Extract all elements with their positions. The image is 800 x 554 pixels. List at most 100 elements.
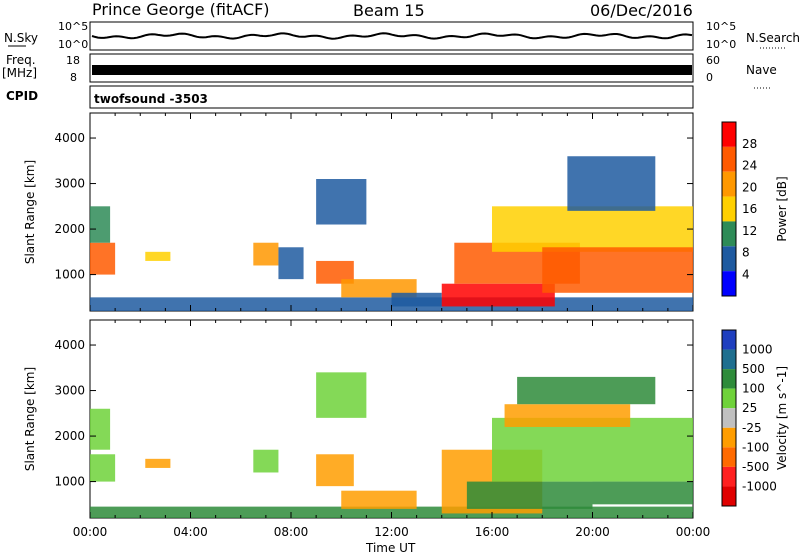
nsky-label: N.Sky bbox=[4, 31, 38, 45]
y-tick-label: 4000 bbox=[54, 131, 85, 145]
y-tick-label: 4000 bbox=[54, 338, 85, 352]
y-tick-label: 1000 bbox=[54, 268, 85, 282]
x-axis-label: Time UT bbox=[365, 541, 416, 554]
colorbar-tick-label: 20 bbox=[742, 180, 757, 194]
y-axis-label: Slant Range [km] bbox=[23, 160, 37, 264]
freq-unit-label: [MHz] bbox=[2, 66, 37, 80]
data-cell bbox=[341, 490, 417, 509]
colorbar-swatch bbox=[722, 122, 736, 147]
x-tick-label: 20:00 bbox=[575, 525, 610, 539]
cpid-label: CPID bbox=[6, 89, 38, 103]
freq-strip-frame bbox=[89, 53, 694, 83]
colorbar-tick-label: -25 bbox=[742, 421, 762, 435]
y-tick-label: 1000 bbox=[54, 475, 85, 489]
data-cell bbox=[145, 251, 171, 261]
data-cell bbox=[504, 404, 631, 427]
colorbar-tick-label: -100 bbox=[742, 440, 769, 454]
data-cell bbox=[517, 376, 656, 405]
colorbar-tick-label: 4 bbox=[742, 267, 750, 281]
colorbar-swatch bbox=[722, 388, 736, 409]
colorbar-swatch bbox=[722, 427, 736, 448]
colorbar-frame bbox=[721, 121, 737, 297]
velocity-colorbar: 1000 500 100 25 -25 -100 -500 -1000 Velocity [m … bbox=[721, 329, 789, 507]
colorbar-swatch bbox=[722, 369, 736, 389]
colorbar-label: Velocity [m s^-1] bbox=[775, 366, 789, 470]
colorbar-swatch bbox=[722, 171, 736, 197]
colorbar-tick-label: 100 bbox=[742, 382, 765, 396]
colorbar-label: Power [dB] bbox=[775, 176, 789, 241]
x-tick-label: 00:00 bbox=[73, 525, 108, 539]
beam-title: Beam 15 bbox=[353, 1, 425, 20]
data-cell bbox=[316, 260, 354, 284]
data-cell bbox=[441, 283, 555, 307]
data-cell bbox=[145, 458, 171, 468]
colorbar-tick-label: 16 bbox=[742, 202, 757, 216]
colorbar-tick-label: 12 bbox=[742, 224, 757, 238]
cpid-value: twofsound -3503 bbox=[94, 92, 208, 106]
data-cell bbox=[316, 454, 354, 487]
data-cell bbox=[90, 454, 116, 482]
data-cell bbox=[90, 206, 111, 243]
colorbar-tick-label: 24 bbox=[742, 159, 757, 173]
freq-tick-high: 18 bbox=[66, 54, 80, 67]
nsky-tick-high: 10^5 bbox=[58, 20, 88, 33]
colorbar-frame bbox=[721, 329, 737, 507]
data-cell bbox=[492, 206, 693, 252]
y-axis-label: Slant Range [km] bbox=[23, 367, 37, 471]
station-title: Prince George (fitACF) bbox=[92, 0, 270, 19]
panel-power: 1000 2000 3000 4000 Slant Range [km] bbox=[23, 112, 694, 312]
noise-trace bbox=[91, 32, 693, 40]
noise-strip-frame bbox=[89, 21, 694, 51]
panel-velocity: 1000 2000 3000 4000 Slant Range [km] 00:00 04:… bbox=[23, 319, 711, 539]
colorbar-tick-label: 8 bbox=[742, 246, 750, 260]
freq-label: Freq. bbox=[6, 53, 36, 67]
nsky-tick-low: 10^0 bbox=[58, 38, 88, 51]
x-tick-label: 00:00 bbox=[676, 525, 711, 539]
colorbar-swatch bbox=[722, 349, 736, 370]
colorbar-tick-label: 500 bbox=[742, 362, 765, 376]
nave-tick-low: 0 bbox=[706, 71, 713, 84]
colorbar-swatch bbox=[722, 146, 736, 172]
data-cell bbox=[567, 156, 656, 211]
colorbar-swatch bbox=[722, 246, 736, 272]
nsearch-tick-high: 10^5 bbox=[706, 20, 736, 33]
data-cell bbox=[316, 372, 367, 418]
colorbar-swatch bbox=[722, 221, 736, 247]
colorbar-swatch bbox=[722, 271, 736, 296]
colorbar-tick-label: -500 bbox=[742, 460, 769, 474]
y-tick-label: 3000 bbox=[54, 177, 85, 191]
data-cell bbox=[253, 449, 279, 473]
colorbar-swatch bbox=[722, 466, 736, 487]
colorbar-swatch bbox=[722, 408, 736, 428]
data-cell bbox=[391, 292, 442, 307]
nsearch-tick-low: 10^0 bbox=[706, 38, 736, 51]
nave-label: Nave bbox=[746, 63, 777, 77]
colorbar-tick-label: -1000 bbox=[742, 479, 777, 493]
colorbar-tick-label: 1000 bbox=[742, 343, 773, 357]
y-tick-label: 3000 bbox=[54, 384, 85, 398]
y-tick-label: 2000 bbox=[54, 429, 85, 443]
nave-tick-high: 60 bbox=[706, 54, 720, 67]
colorbar-tick-label: 28 bbox=[742, 137, 757, 151]
data-cell bbox=[316, 179, 367, 225]
freq-tick-low: 8 bbox=[70, 71, 77, 84]
date-title: 06/Dec/2016 bbox=[590, 1, 693, 20]
data-cell bbox=[253, 242, 279, 266]
colorbar-swatch bbox=[722, 330, 736, 350]
x-tick-label: 12:00 bbox=[374, 525, 409, 539]
y-tick-label: 2000 bbox=[54, 222, 85, 236]
colorbar-swatch bbox=[722, 486, 736, 506]
data-cell bbox=[542, 247, 693, 293]
data-cell bbox=[90, 408, 111, 450]
colorbar-tick-label: 25 bbox=[742, 401, 757, 415]
data-cell bbox=[492, 417, 693, 482]
x-tick-label: 04:00 bbox=[173, 525, 208, 539]
data-cell bbox=[278, 247, 304, 280]
power-colorbar: 28 24 20 16 12 8 4 Power [dB] bbox=[721, 121, 789, 297]
x-tick-label: 16:00 bbox=[475, 525, 510, 539]
nsearch-label: N.Search bbox=[746, 31, 800, 45]
colorbar-swatch bbox=[722, 447, 736, 467]
cpid-strip-frame bbox=[89, 85, 694, 109]
freq-band bbox=[92, 65, 692, 75]
